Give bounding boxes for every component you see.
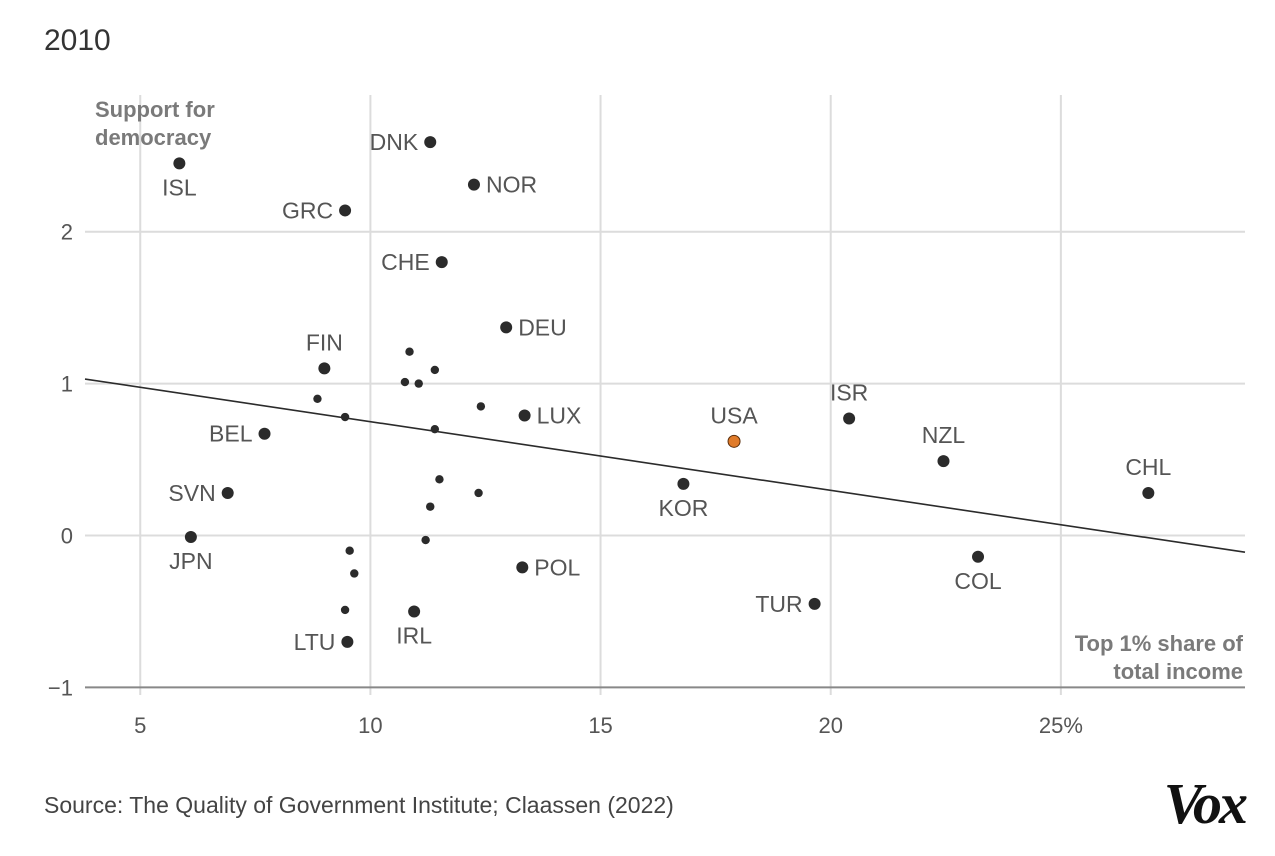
data-point-deu — [500, 321, 513, 334]
point-label-tur: TUR — [755, 591, 802, 617]
x-tick-label: 20 — [818, 713, 842, 738]
point-label-lux: LUX — [537, 403, 582, 429]
x-axis-title-line-2: total income — [1113, 659, 1243, 684]
point-label-che: CHE — [381, 249, 430, 275]
data-point — [350, 569, 359, 578]
data-point-isl — [173, 157, 186, 170]
y-axis-title-line-2: democracy — [95, 125, 212, 150]
data-point-kor — [677, 477, 690, 490]
data-point — [435, 475, 444, 484]
point-label-svn: SVN — [168, 480, 215, 506]
data-point-che — [435, 256, 448, 269]
data-point-isr — [843, 412, 856, 425]
data-point — [340, 412, 350, 422]
point-label-dnk: DNK — [370, 129, 419, 155]
data-point — [430, 365, 440, 375]
x-tick-label: 5 — [134, 713, 146, 738]
y-tick-label: 1 — [61, 372, 73, 397]
data-point — [345, 546, 354, 555]
data-point — [400, 377, 410, 387]
y-tick-label: 0 — [61, 524, 73, 549]
point-label-deu: DEU — [518, 314, 567, 340]
points-layer — [173, 136, 1155, 648]
point-label-chl: CHL — [1125, 454, 1171, 480]
data-point — [474, 488, 483, 498]
point-label-jpn: JPN — [169, 548, 212, 574]
trend-line — [84, 378, 1246, 554]
data-point-usa — [727, 434, 741, 448]
data-point — [405, 347, 414, 356]
point-label-fin: FIN — [306, 329, 343, 355]
data-point — [476, 402, 486, 411]
data-point — [430, 424, 440, 434]
point-label-bel: BEL — [209, 421, 253, 447]
grid-layer — [85, 95, 1245, 695]
data-point-jpn — [184, 531, 197, 544]
point-label-grc: GRC — [282, 197, 333, 223]
data-point-fin — [318, 362, 331, 375]
point-label-nzl: NZL — [922, 422, 966, 448]
x-tick-label: 10 — [358, 713, 382, 738]
data-point-svn — [221, 486, 234, 499]
data-point-tur — [808, 597, 821, 610]
data-point-nor — [467, 178, 480, 191]
data-point — [313, 394, 322, 403]
data-point — [414, 379, 423, 388]
data-point-chl — [1142, 486, 1155, 499]
y-tick-label: −1 — [48, 675, 73, 700]
data-point-dnk — [424, 136, 437, 149]
data-point-irl — [408, 605, 421, 618]
point-label-col: COL — [954, 568, 1002, 594]
data-point-nzl — [937, 455, 950, 468]
point-label-nor: NOR — [486, 172, 537, 198]
y-tick-label: 2 — [61, 220, 73, 245]
x-tick-label: 25% — [1039, 713, 1083, 738]
data-point-bel — [258, 427, 271, 440]
point-label-usa: USA — [710, 402, 758, 428]
data-point — [340, 605, 350, 615]
ticks-layer: 5 10 15 20 25% −1 0 1 2 — [48, 220, 1083, 738]
x-axis-title-line-1: Top 1% share of — [1075, 631, 1244, 656]
point-label-pol: POL — [534, 554, 580, 580]
data-point-pol — [516, 561, 529, 574]
chart-year-title: 2010 — [44, 24, 111, 57]
source-note: Source: The Quality of Government Instit… — [44, 792, 674, 818]
data-point-grc — [339, 204, 352, 217]
data-point-lux — [518, 409, 531, 422]
point-label-ltu: LTU — [294, 629, 336, 655]
point-label-kor: KOR — [658, 495, 708, 521]
point-label-irl: IRL — [396, 622, 432, 648]
trend-layer — [84, 378, 1246, 554]
vox-logo: Vox — [1163, 771, 1248, 836]
data-point-col — [972, 550, 985, 563]
y-axis-title-line-1: Support for — [95, 97, 215, 122]
point-label-isr: ISR — [830, 380, 868, 406]
labels-layer: ISL DNK NOR GRC CHE DEU FIN LUX BEL USA ISR NZL CHL K… — [162, 129, 1171, 655]
x-tick-label: 15 — [588, 713, 612, 738]
data-point-ltu — [341, 635, 354, 648]
point-label-isl: ISL — [162, 174, 197, 200]
data-point — [426, 502, 435, 511]
data-point — [421, 535, 430, 545]
